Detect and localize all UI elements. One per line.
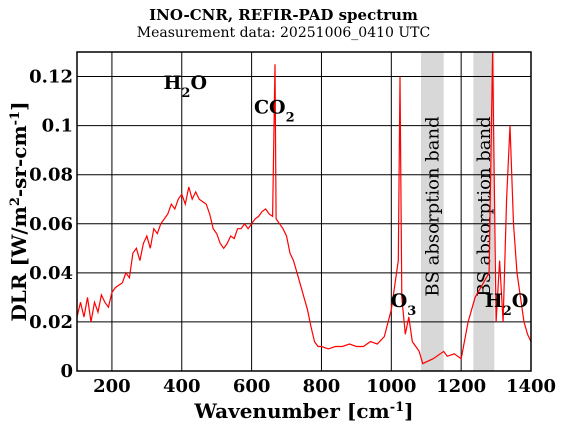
x-tick-label: 1200 bbox=[436, 376, 486, 397]
series-line-0 bbox=[76, 51, 532, 365]
y-tick-label: 0.02 bbox=[29, 312, 73, 333]
gridlines bbox=[77, 52, 532, 372]
annotation-0: H2O bbox=[163, 72, 207, 101]
annotation-1: CO2 bbox=[254, 96, 295, 125]
shaded-bands: BS absorption band BS absorption band bbox=[420, 52, 495, 371]
annotation-3: H2O bbox=[485, 290, 529, 319]
annotations: H2O CO2 O3 H2O bbox=[163, 72, 528, 319]
y-tick-label: 0.06 bbox=[29, 214, 73, 235]
y-tick-label: 0.12 bbox=[29, 67, 73, 88]
x-tick-label: 1000 bbox=[366, 376, 416, 397]
plot-frame bbox=[76, 51, 532, 372]
y-tick-label: 0.04 bbox=[29, 263, 73, 284]
y-axis-title: DLR [W/m2-sr-cm-1] bbox=[7, 101, 31, 321]
y-tick-label: 0 bbox=[60, 361, 73, 382]
x-axis-title: Wavenumber [cm-1] bbox=[193, 399, 413, 423]
band-label-0: BS absorption band bbox=[422, 116, 443, 296]
x-tick-label: 200 bbox=[93, 376, 131, 397]
y-tick-label: 0.08 bbox=[29, 165, 73, 186]
axis-ticks: 200 400 600 800 1000 1200 1400 0 0.02 0.04 0.06 0.0… bbox=[29, 67, 556, 397]
chart-title: INO-CNR, REFIR-PAD spectrum bbox=[149, 6, 418, 24]
x-tick-label: 400 bbox=[163, 376, 201, 397]
annotation-2: O3 bbox=[391, 290, 417, 319]
x-tick-label: 800 bbox=[303, 376, 341, 397]
chart-subtitle: Measurement data: 20251006_0410 UTC bbox=[136, 25, 431, 41]
x-tick-label: 600 bbox=[233, 376, 271, 397]
shaded-band-0 bbox=[420, 52, 444, 371]
y-tick-label: 0.1 bbox=[42, 116, 73, 137]
x-tick-label: 1400 bbox=[506, 376, 556, 397]
series-group bbox=[76, 51, 532, 365]
